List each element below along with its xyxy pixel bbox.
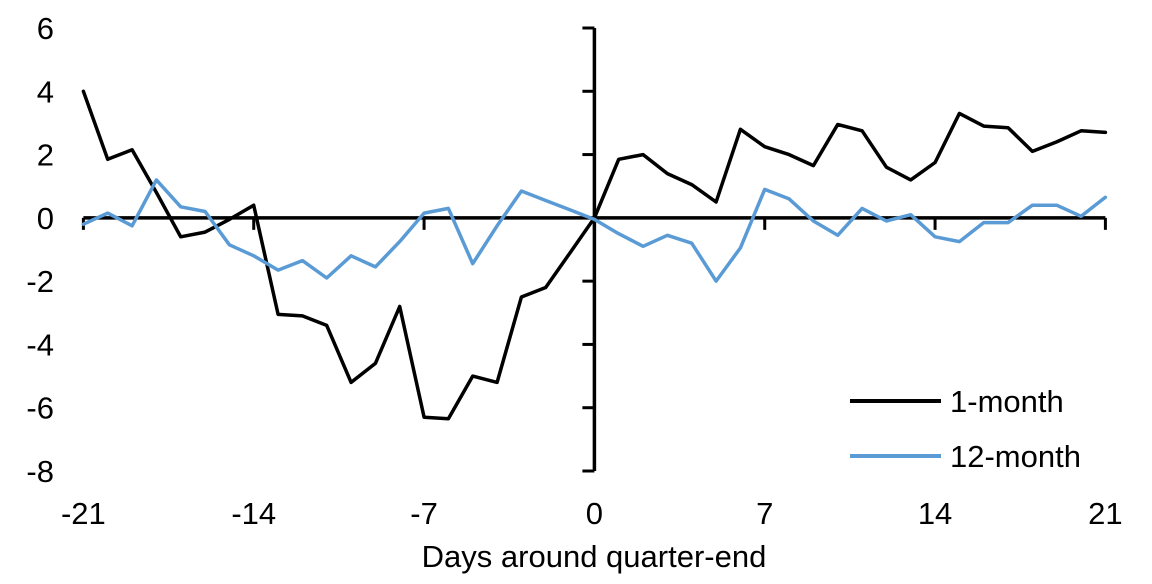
x-axis-title: Days around quarter-end xyxy=(421,539,767,574)
x-tick-label: 21 xyxy=(1088,496,1122,531)
x-tick-label: -14 xyxy=(231,496,276,531)
y-tick-label: -8 xyxy=(26,454,54,489)
y-tick-label: -4 xyxy=(26,327,54,362)
y-tick-label: 0 xyxy=(37,201,54,236)
legend-label-1-month: 1-month xyxy=(950,383,1064,419)
x-tick-label: -21 xyxy=(61,496,106,531)
y-tick-label: -6 xyxy=(26,391,54,426)
x-tick-label: 0 xyxy=(586,496,603,531)
legend-item-12-month: 12-month xyxy=(850,437,1081,475)
y-tick-label: -2 xyxy=(26,264,54,299)
x-tick-label: 7 xyxy=(756,496,773,531)
y-tick-label: 6 xyxy=(37,11,54,46)
legend-item-1-month: 1-month xyxy=(850,382,1081,420)
legend: 1-month 12-month xyxy=(850,382,1081,492)
x-tick-label: -7 xyxy=(410,496,438,531)
legend-line-sample-12-month xyxy=(850,454,941,458)
x-tick-label: 14 xyxy=(918,496,952,531)
y-tick-label: 2 xyxy=(37,138,54,173)
legend-label-12-month: 12-month xyxy=(950,438,1081,474)
y-tick-label: 4 xyxy=(37,74,54,109)
legend-line-sample-1-month xyxy=(850,399,941,403)
series-line-12-month xyxy=(81,178,1108,283)
